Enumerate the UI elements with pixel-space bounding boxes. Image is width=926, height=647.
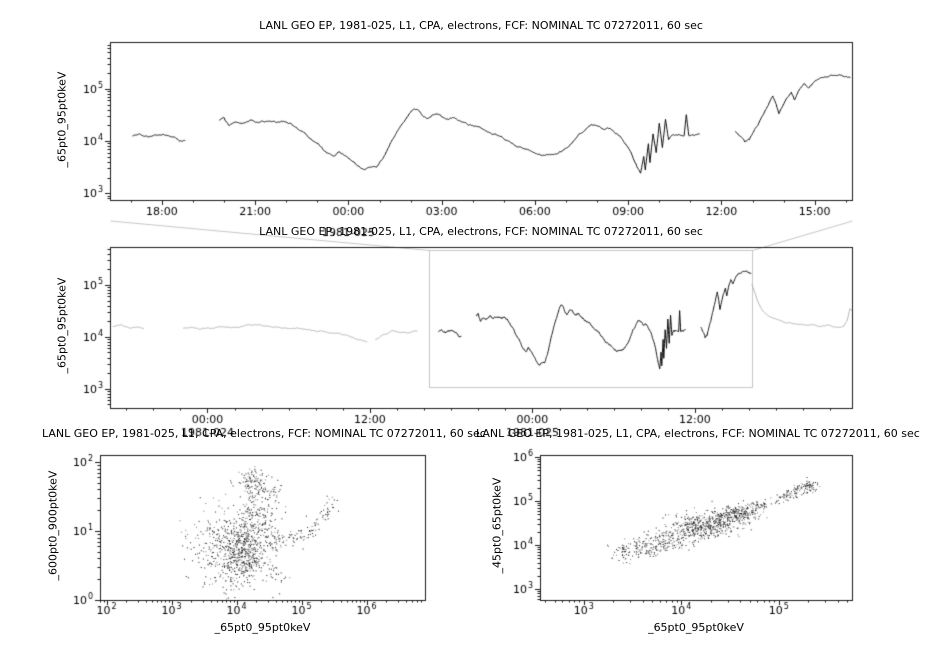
top-timeseries-plot[interactable] xyxy=(110,42,852,200)
top-timeseries-ylabel: _65pt0_95pt0keV xyxy=(55,71,69,168)
scatter-right-ylabel: _45pt0_65pt0keV xyxy=(490,477,504,574)
context-selection-box[interactable] xyxy=(430,251,753,388)
scatter-right-xlabel: _65pt0_95pt0keV xyxy=(648,621,744,634)
scatter-left-xlabel: _65pt0_95pt0keV xyxy=(214,621,311,634)
scatter-right-title: LANL GEO EP, 1981-025, L1, CPA, electron… xyxy=(476,427,920,440)
context-overview-title: LANL GEO EP, 1981-025, L1, CPA, electron… xyxy=(259,225,703,238)
scatter-right-plot[interactable] xyxy=(540,455,852,600)
top-timeseries-title: LANL GEO EP, 1981-025, L1, CPA, electron… xyxy=(259,19,703,32)
scatter-left-plot[interactable] xyxy=(100,455,425,600)
context-overview-ylabel: _65pt0_95pt0keV xyxy=(55,277,69,374)
scatter-left-title: LANL GEO EP, 1981-025, L1, CPA, electron… xyxy=(42,427,486,440)
scatter-left-ylabel: _600pt0_900pt0keV xyxy=(46,470,60,581)
